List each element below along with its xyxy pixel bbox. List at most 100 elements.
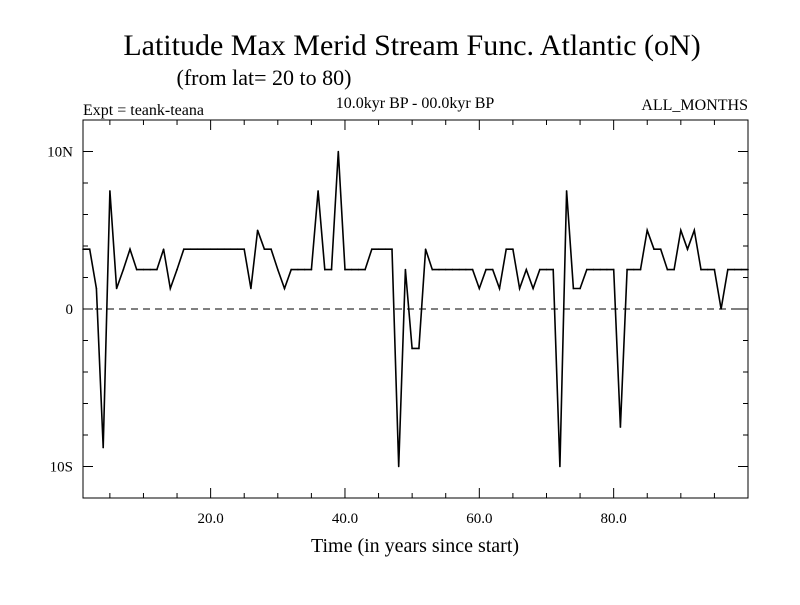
x-minor-ticks — [109, 120, 715, 498]
data-point — [310, 268, 313, 271]
data-point — [371, 248, 373, 250]
data-point — [88, 248, 91, 250]
data-point — [317, 190, 319, 192]
series-line — [83, 151, 748, 467]
data-point — [303, 268, 306, 271]
data-point — [485, 268, 487, 271]
data-point — [431, 268, 434, 271]
data-point — [545, 268, 548, 271]
data-point — [525, 268, 528, 271]
data-point — [196, 248, 198, 250]
data-point — [203, 248, 205, 250]
data-point — [236, 248, 239, 250]
data-point — [350, 268, 353, 271]
data-point — [364, 268, 366, 271]
x-tick-label: 20.0 — [198, 511, 224, 527]
data-point — [572, 287, 575, 290]
data-point — [565, 190, 568, 192]
data-point — [102, 446, 104, 449]
data-point — [458, 268, 461, 271]
data-point — [559, 465, 561, 468]
data-point — [243, 248, 245, 250]
data-point — [404, 268, 407, 271]
months-label: ALL_MONTHS — [641, 97, 748, 114]
data-point — [216, 248, 219, 250]
data-point — [505, 248, 508, 250]
data-point — [639, 268, 642, 271]
data-point — [693, 229, 696, 232]
data-point — [377, 248, 380, 250]
y-tick-label: 10S — [50, 460, 73, 476]
data-point — [586, 268, 588, 271]
data-point — [277, 268, 279, 271]
data-point — [646, 229, 648, 232]
data-point — [733, 268, 736, 271]
data-point — [176, 268, 178, 271]
data-point — [209, 248, 212, 250]
data-point — [418, 347, 420, 350]
data-point — [747, 268, 749, 271]
data-point — [592, 268, 595, 271]
data-point — [337, 150, 340, 153]
data-point — [82, 248, 84, 250]
data-point — [142, 268, 145, 271]
x-tick-label: 40.0 — [332, 511, 358, 527]
data-point — [653, 248, 655, 250]
data-point — [162, 248, 165, 250]
data-point — [706, 268, 709, 271]
data-point — [444, 268, 447, 271]
data-point — [532, 287, 534, 290]
data-point — [518, 287, 521, 290]
chart-title: Latitude Max Merid Stream Func. Atlantic… — [123, 29, 700, 62]
y-minor-ticks — [83, 119, 748, 499]
data-point — [384, 248, 387, 250]
data-point — [256, 229, 259, 232]
data-points — [82, 150, 749, 468]
data-point — [700, 268, 702, 271]
data-point — [438, 268, 440, 271]
y-tick-label: 0 — [66, 302, 74, 318]
data-point — [539, 268, 541, 271]
data-point — [659, 248, 662, 250]
data-point — [391, 248, 393, 250]
data-point — [357, 268, 360, 271]
data-point — [599, 268, 601, 271]
data-point — [740, 268, 743, 271]
y-axis-ticks: 10N 0 10S — [47, 145, 748, 476]
data-point — [424, 248, 427, 250]
data-point — [579, 287, 581, 290]
data-point — [156, 268, 158, 271]
y-tick-label: 10N — [47, 145, 73, 161]
data-point — [491, 268, 494, 271]
x-tick-label: 60.0 — [466, 511, 492, 527]
data-point — [666, 268, 669, 271]
data-point — [478, 287, 481, 290]
data-point — [189, 248, 192, 250]
data-point — [471, 268, 474, 271]
expt-label: Expt = teank-teana — [83, 102, 204, 119]
data-point — [498, 287, 501, 290]
data-point — [720, 308, 722, 310]
data-point — [330, 268, 333, 271]
data-point — [169, 287, 172, 290]
data-point — [230, 248, 232, 250]
data-point — [606, 268, 608, 271]
data-point — [135, 268, 138, 271]
data-point — [223, 248, 225, 250]
data-point — [149, 268, 151, 271]
data-point — [713, 268, 716, 271]
data-point — [686, 248, 689, 250]
data-point — [633, 268, 635, 271]
data-point — [270, 248, 272, 250]
data-point — [612, 268, 615, 271]
x-axis-ticks: 20.0 40.0 60.0 80.0 — [198, 120, 627, 527]
data-point — [680, 229, 682, 232]
x-tick-label: 80.0 — [601, 511, 627, 527]
data-point — [619, 426, 622, 428]
data-point — [727, 268, 729, 271]
data-point — [411, 347, 413, 350]
data-point — [109, 190, 111, 192]
data-point — [297, 268, 299, 271]
data-point — [290, 268, 293, 271]
